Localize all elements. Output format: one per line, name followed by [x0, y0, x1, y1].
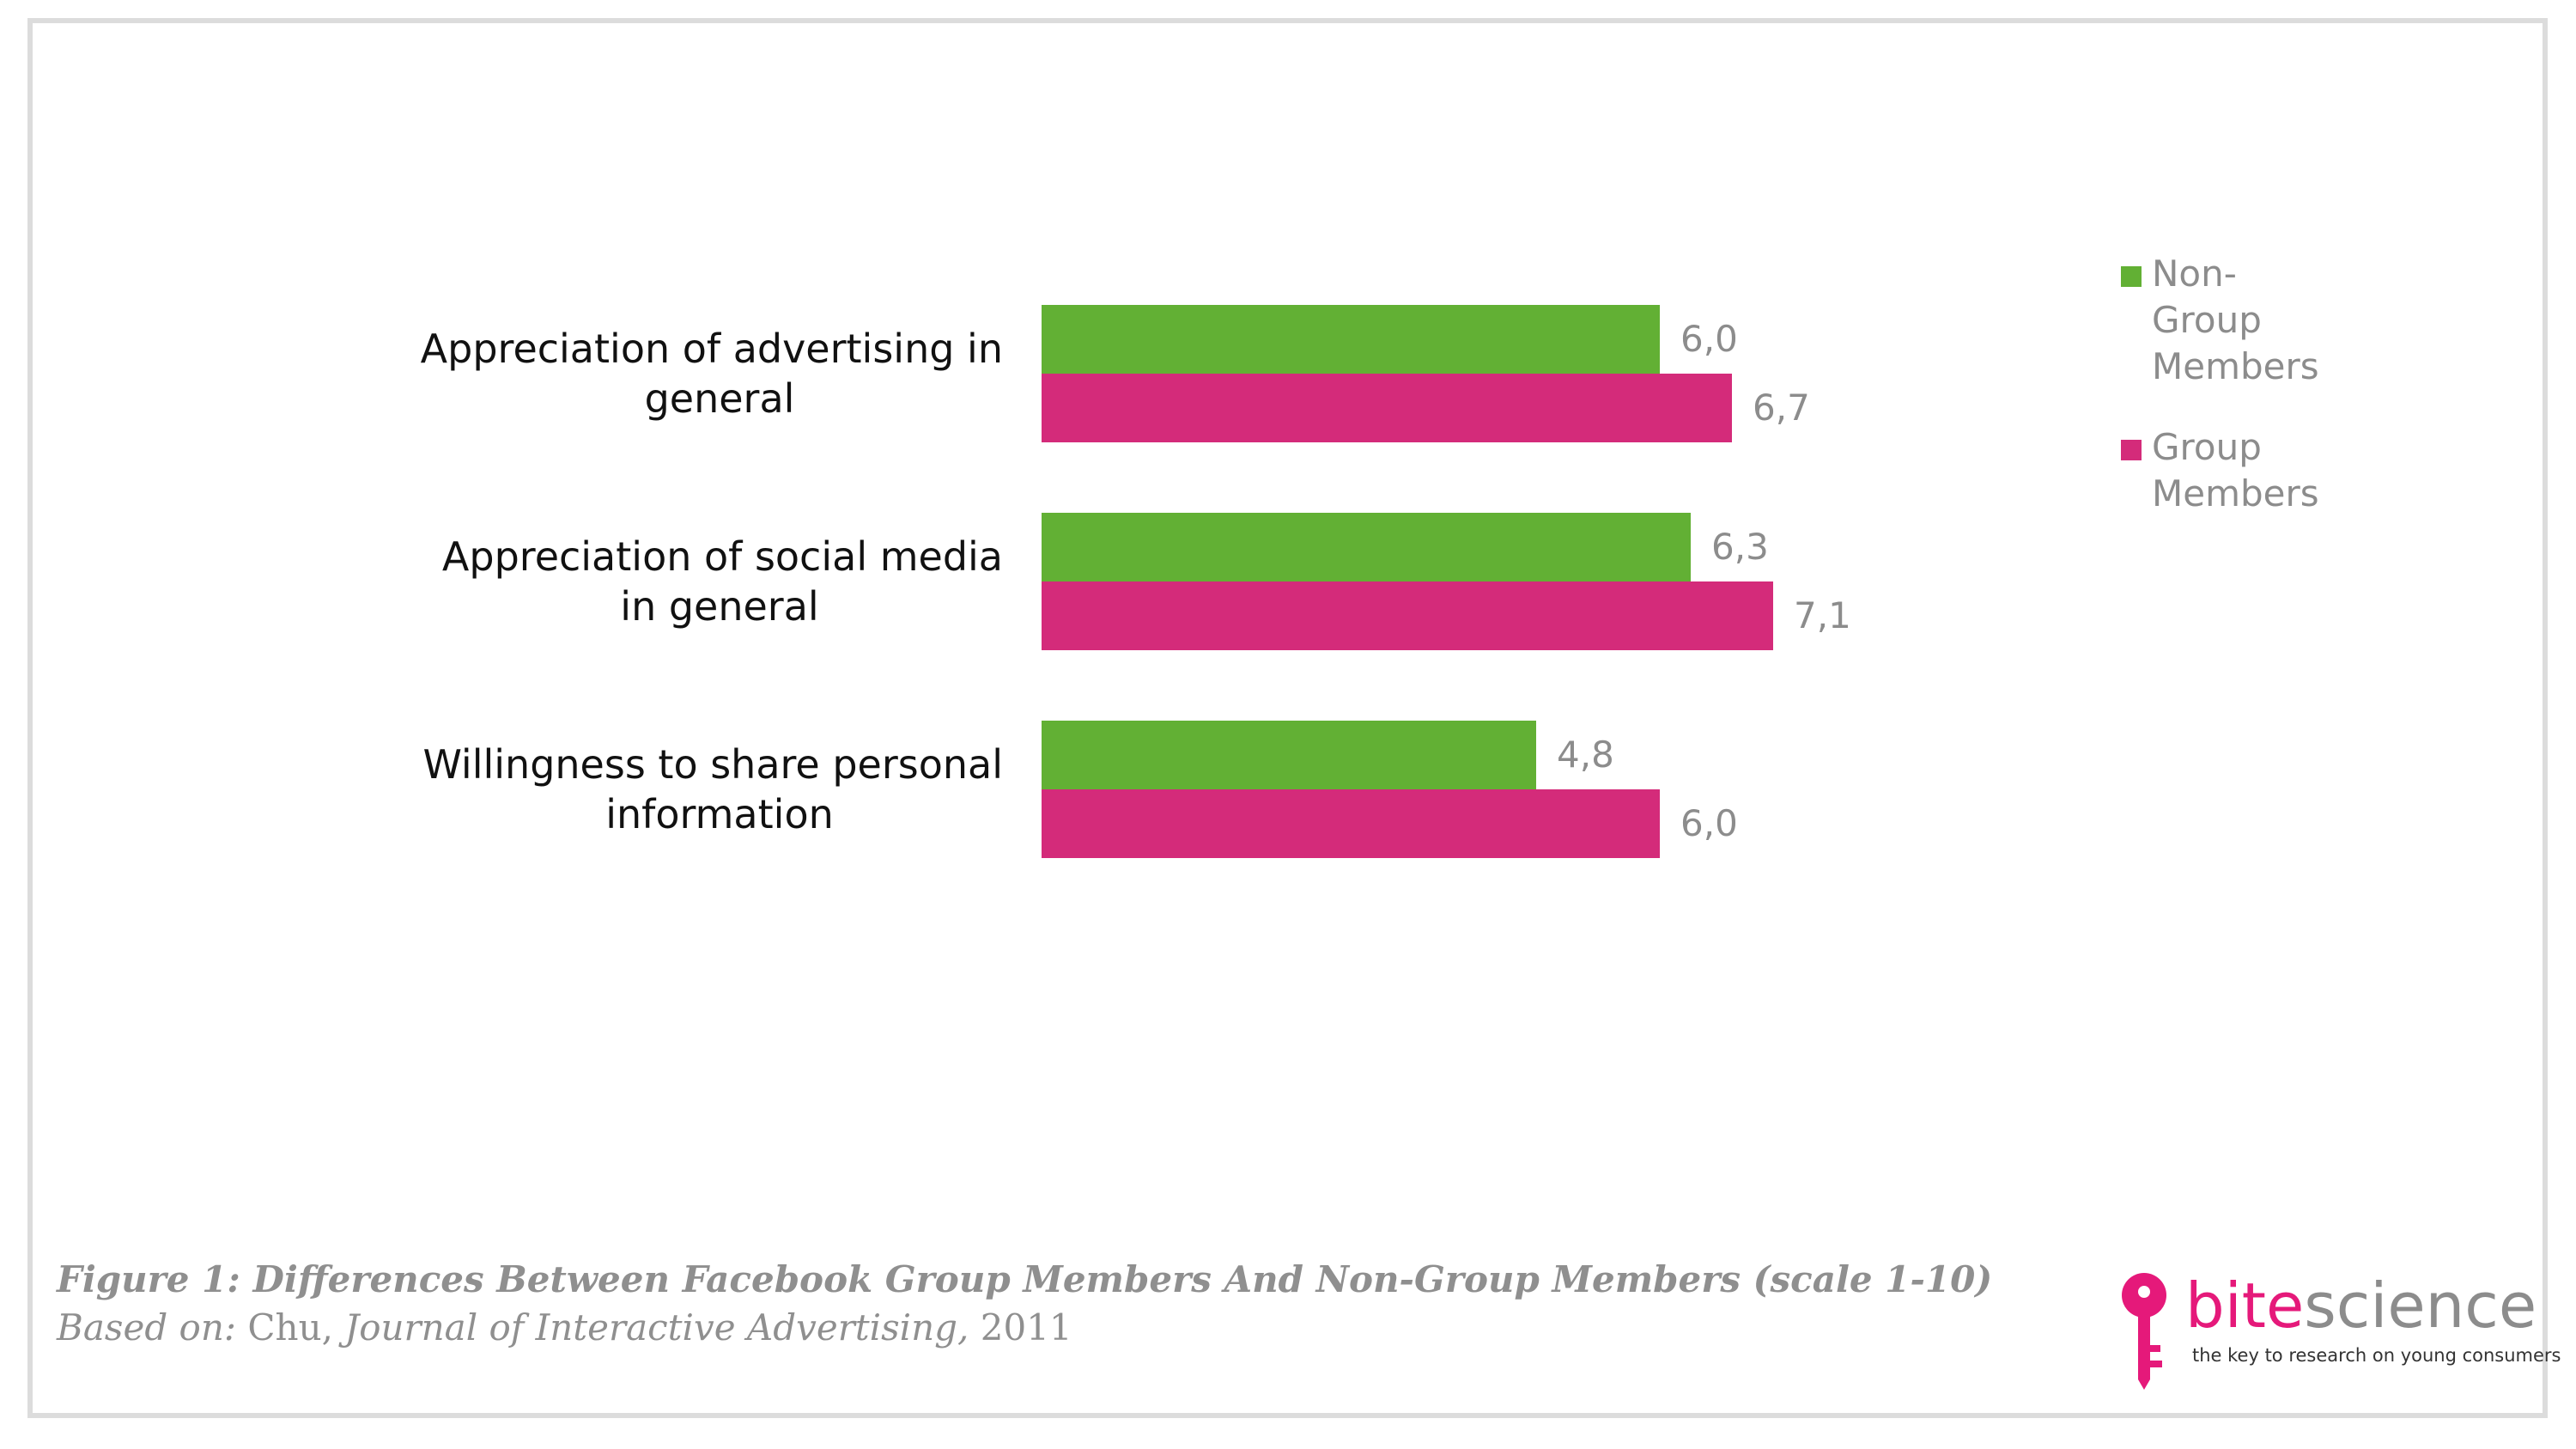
data-label: 6,0	[1680, 318, 1738, 360]
category-label: Appreciation of social media in general	[442, 533, 1003, 630]
figure-caption: Figure 1: Differences Between Facebook G…	[57, 1256, 1992, 1352]
data-label: 6,0	[1680, 802, 1738, 844]
bar	[1042, 721, 1536, 789]
legend-swatch-non-group	[2121, 266, 2142, 287]
category-label: Willingness to share personal information	[422, 741, 1003, 837]
bitescience-logo: bitescience the key to research on young…	[2117, 1271, 2561, 1391]
source-year: 2011	[980, 1306, 1072, 1349]
bar	[1042, 513, 1691, 581]
data-label: 6,3	[1711, 526, 1769, 568]
figure-title: Figure 1: Differences Between Facebook G…	[57, 1258, 1993, 1300]
source-author: Chu,	[247, 1306, 333, 1349]
bar	[1042, 789, 1660, 858]
data-label: 6,7	[1753, 387, 1810, 429]
bar	[1042, 374, 1732, 442]
logo-wordmark: bitescience	[2185, 1271, 2537, 1340]
data-label: 4,8	[1557, 734, 1614, 776]
legend-swatch-group	[2121, 440, 2142, 460]
chart-frame	[27, 18, 2548, 1418]
legend-label-group: Group Members	[2152, 426, 2319, 514]
legend-item-group: Group Members	[2121, 424, 2482, 517]
source-journal: Journal of Interactive Advertising,	[344, 1306, 969, 1349]
data-label: 7,1	[1794, 594, 1851, 636]
figure-source: Based on: Chu, Journal of Interactive Ad…	[57, 1304, 1992, 1352]
bar	[1042, 581, 1773, 650]
key-icon	[2122, 1273, 2166, 1390]
legend: Non- Group Members Group Members	[2121, 251, 2482, 551]
based-on-label: Based on:	[57, 1306, 237, 1349]
labels-group: Appreciation of advertising in general 6,0…	[421, 318, 1851, 844]
category-label: Appreciation of advertising in general	[421, 326, 1003, 422]
legend-item-non-group: Non- Group Members	[2121, 251, 2482, 390]
logo-tagline: the key to research on young consumers	[2192, 1345, 2561, 1366]
bars-group	[1042, 305, 1773, 858]
logo-bite: bite	[2185, 1269, 2305, 1342]
logo-science: science	[2304, 1269, 2537, 1342]
legend-label-non-group: Non- Group Members	[2152, 253, 2319, 387]
bar	[1042, 305, 1660, 374]
